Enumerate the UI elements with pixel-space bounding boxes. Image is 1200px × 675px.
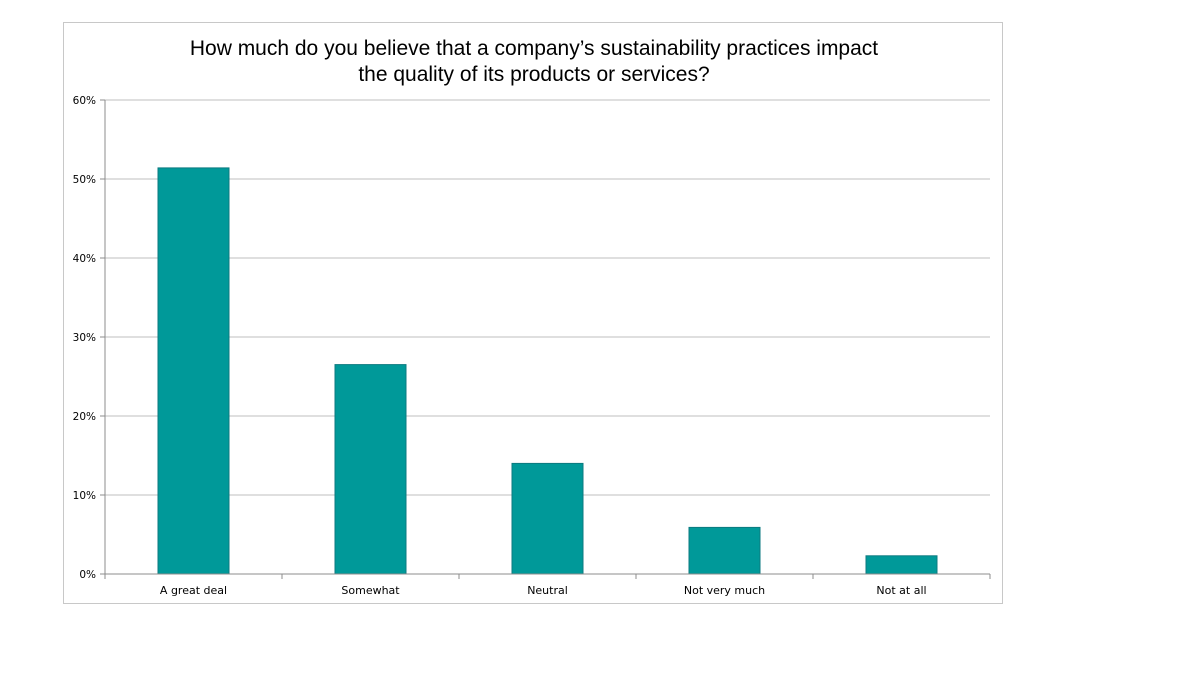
chart-frame: How much do you believe that a company’s…	[63, 22, 1003, 604]
y-axis-tick-labels: 0% 10% 20% 30% 40% 50% 60%	[73, 95, 96, 581]
bar	[334, 364, 407, 575]
x-axis-category-labels: A great deal Somewhat Neutral Not very much…	[160, 584, 927, 597]
x-category-label: Neutral	[527, 584, 568, 597]
bar	[865, 555, 938, 575]
bar	[511, 462, 584, 575]
y-tick-label: 10%	[73, 490, 96, 502]
gridlines	[100, 99, 990, 575]
bar	[157, 167, 230, 575]
chart-title-line-2: the quality of its products or services?	[358, 63, 709, 86]
y-tick-label: 20%	[73, 411, 96, 423]
y-tick-label: 0%	[79, 569, 96, 581]
bars	[157, 167, 938, 575]
x-category-label: A great deal	[160, 584, 227, 597]
y-tick-label: 30%	[73, 332, 96, 344]
x-category-label: Somewhat	[341, 584, 400, 597]
x-category-label: Not at all	[876, 584, 926, 597]
bar	[688, 526, 761, 575]
y-tick-label: 60%	[73, 95, 96, 107]
bar-chart: How much do you believe that a company’s…	[73, 37, 991, 597]
x-category-label: Not very much	[684, 584, 765, 597]
axes	[104, 100, 991, 579]
y-tick-label: 40%	[73, 253, 96, 265]
chart-title-line-1: How much do you believe that a company’s…	[190, 37, 878, 60]
y-tick-label: 50%	[73, 174, 96, 186]
